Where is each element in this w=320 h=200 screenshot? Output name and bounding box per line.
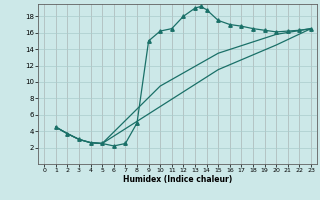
X-axis label: Humidex (Indice chaleur): Humidex (Indice chaleur) [123, 175, 232, 184]
